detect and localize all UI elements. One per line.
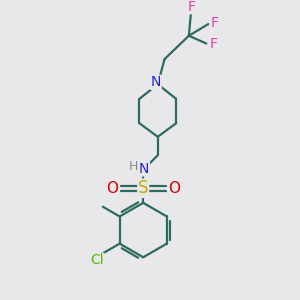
Text: N: N <box>139 162 149 176</box>
Text: Cl: Cl <box>90 253 104 267</box>
Text: N: N <box>151 75 161 89</box>
Text: O: O <box>168 181 180 196</box>
Text: F: F <box>211 16 219 30</box>
Text: F: F <box>209 37 217 50</box>
Text: F: F <box>188 0 196 14</box>
Text: O: O <box>106 181 118 196</box>
Text: S: S <box>138 179 148 197</box>
Text: H: H <box>129 160 138 173</box>
